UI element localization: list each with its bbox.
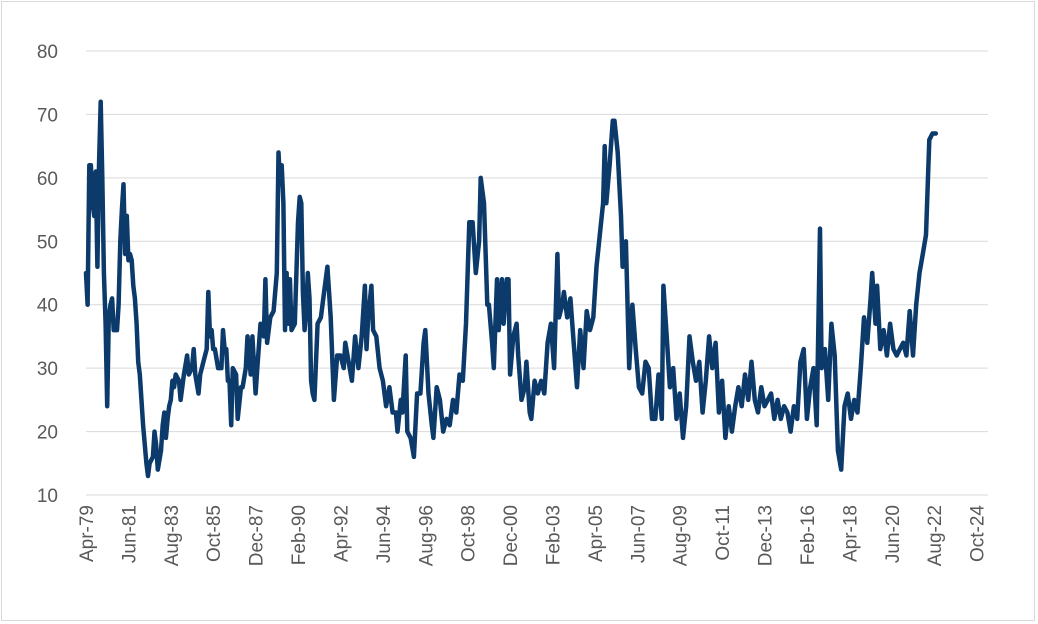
x-tick-label: Oct-85 — [204, 505, 225, 562]
x-tick-label: Oct-98 — [459, 505, 480, 562]
y-tick-label: 60 — [37, 169, 58, 190]
y-tick-label: 50 — [37, 232, 58, 253]
x-tick-label: Aug-83 — [162, 505, 183, 566]
series-line — [83, 99, 939, 479]
y-tick-label: 40 — [37, 296, 58, 317]
x-tick-label: Aug-09 — [671, 505, 692, 566]
x-tick-label: Apr-79 — [77, 505, 98, 562]
x-tick-label: Aug-22 — [925, 505, 946, 566]
y-tick-label: 30 — [37, 359, 58, 380]
x-tick-label: Feb-90 — [289, 505, 310, 565]
gridlines — [86, 50, 988, 433]
y-tick-label: 20 — [37, 423, 58, 444]
x-tick-label: Aug-96 — [416, 505, 437, 566]
y-tick-label: 10 — [37, 486, 58, 507]
y-axis-tick-labels: 10 20 30 40 50 60 70 80 — [37, 42, 58, 507]
x-tick-label: Feb-03 — [543, 505, 564, 565]
x-tick-label: Jun-20 — [883, 505, 904, 563]
x-tick-label: Dec-87 — [247, 505, 268, 566]
x-tick-label: Apr-92 — [331, 505, 352, 562]
x-tick-label: Jun-07 — [628, 505, 649, 563]
x-tick-label: Dec-00 — [501, 505, 522, 566]
x-tick-label: Apr-05 — [586, 505, 607, 562]
y-tick-label: 70 — [37, 105, 58, 126]
x-tick-label: Feb-16 — [798, 505, 819, 565]
x-tick-label: Jun-81 — [119, 505, 140, 563]
x-tick-label: Oct-11 — [713, 505, 734, 561]
x-tick-label: Oct-24 — [968, 505, 989, 562]
y-tick-label: 80 — [37, 42, 58, 63]
x-tick-label: Jun-94 — [374, 505, 395, 564]
x-tick-label: Dec-13 — [756, 505, 777, 566]
x-axis-tick-labels: Apr-79 Jun-81 Aug-83 Oct-85 Dec-87 Feb-90 Apr-… — [77, 505, 989, 567]
x-tick-label: Apr-18 — [840, 505, 861, 562]
